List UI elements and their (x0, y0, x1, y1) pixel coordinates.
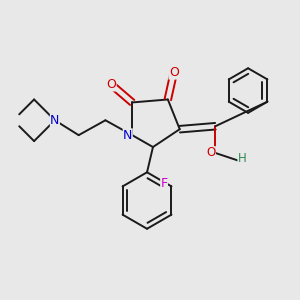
Text: H: H (238, 152, 247, 165)
Text: O: O (169, 66, 179, 79)
Text: O: O (206, 146, 216, 160)
Text: F: F (160, 177, 168, 190)
Text: N: N (123, 129, 132, 142)
Text: O: O (106, 78, 116, 91)
Text: N: N (50, 114, 60, 127)
